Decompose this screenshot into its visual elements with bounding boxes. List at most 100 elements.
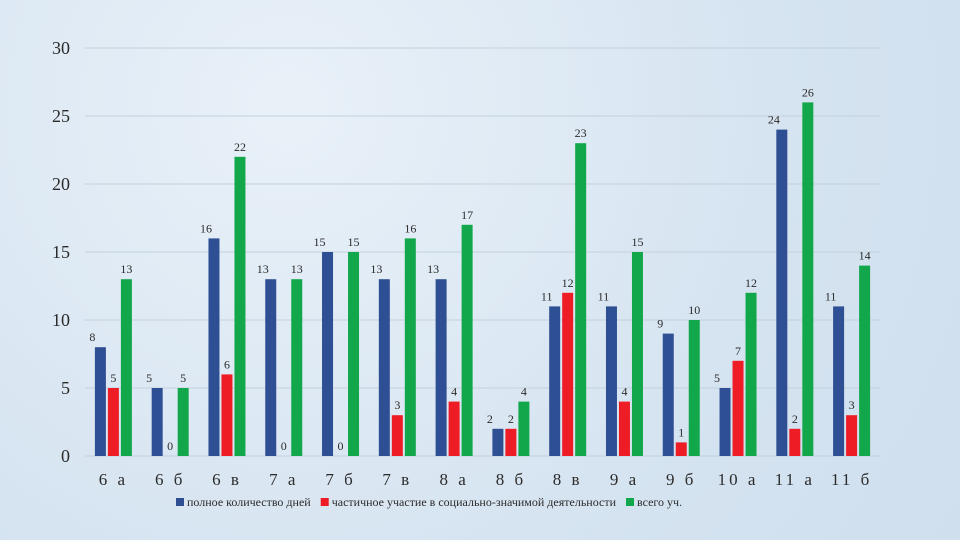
bar [745,292,757,456]
x-tick-label: 8 а [439,470,468,489]
x-axis-ticks: 6 а 6 б 6 в 7 а 7 б 7 в 8 а 8 б 8 в 9 а 9 б 10 а 11 … [99,470,872,489]
data-label: 14 [859,249,871,263]
data-label: 26 [802,85,814,99]
bar [575,143,587,456]
bar [221,374,233,456]
data-label: 7 [735,344,741,358]
data-label: 0 [281,439,287,453]
legend-swatch [320,498,329,506]
legend-label: полное количество дней [187,495,311,509]
legend-swatch [626,498,635,506]
bar [562,292,574,456]
data-label: 13 [120,262,132,276]
y-tick-label: 0 [61,446,70,466]
data-label: 11 [825,289,837,303]
bar [120,279,132,456]
legend-swatch [176,498,184,506]
bar [492,428,504,456]
data-label: 15 [314,235,326,249]
data-label: 2 [508,412,514,426]
bar [461,224,473,456]
bar [291,279,303,456]
data-label: 23 [575,126,587,140]
bar [618,401,630,456]
x-tick-label: 10 а [718,470,759,489]
bar [732,360,744,456]
data-label: 2 [487,412,493,426]
y-tick-label: 25 [52,106,70,126]
legend-label: всего уч. [637,495,682,509]
data-label: 13 [370,262,382,276]
data-label: 5 [180,371,186,385]
bar [322,252,334,456]
data-label: 22 [234,140,246,154]
data-label: 5 [110,371,116,385]
data-label: 3 [394,398,400,412]
x-tick-label: 11 а [775,470,815,489]
data-label: 0 [338,439,344,453]
bar [448,401,460,456]
bar [378,279,390,456]
y-axis-ticks: 0 5 10 15 20 25 30 [52,38,70,466]
y-tick-label: 5 [61,378,70,398]
bar [859,265,871,456]
data-label: 0 [167,439,173,453]
y-tick-label: 10 [52,310,70,330]
data-label: 3 [849,398,855,412]
bar [688,320,700,456]
data-label: 24 [768,113,780,127]
bar [631,252,643,456]
bar [348,252,360,456]
bar [177,388,189,456]
x-tick-label: 7 в [382,470,412,489]
x-tick-label: 8 в [553,470,583,489]
data-label: 4 [451,385,457,399]
y-tick-label: 15 [52,242,70,262]
bar [107,388,119,456]
data-label: 13 [291,262,303,276]
legend-label: частичное участие в социально-значимой д… [332,495,617,509]
bar [789,428,801,456]
data-label: 4 [621,385,627,399]
gridlines [85,47,880,457]
data-label: 15 [348,235,360,249]
bar [833,306,845,456]
bar [549,306,561,456]
bars [94,102,871,457]
y-tick-label: 30 [52,38,70,58]
bar [605,306,617,456]
data-label: 6 [224,357,230,371]
bar [802,102,814,457]
data-label: 12 [745,276,757,290]
legend: полное количество дней частичное участие … [176,495,682,509]
bar [846,415,858,456]
data-label: 9 [657,317,663,331]
data-label: 11 [541,289,553,303]
bar [518,401,530,456]
data-label: 13 [257,262,269,276]
x-tick-label: 7 а [269,470,298,489]
bar [719,388,731,456]
x-tick-label: 6 а [99,470,128,489]
bar [151,388,163,456]
y-tick-label: 20 [52,174,70,194]
x-tick-label: 9 а [610,470,639,489]
bar [505,428,517,456]
data-label: 13 [427,262,439,276]
x-tick-label: 6 б [155,470,185,489]
data-label: 16 [404,221,416,235]
bar [265,279,277,456]
bar [234,156,246,457]
data-label: 5 [146,371,152,385]
data-label: 5 [714,371,720,385]
data-label: 16 [200,221,212,235]
bar [404,238,416,456]
data-label: 11 [598,289,610,303]
x-tick-label: 8 б [496,470,526,489]
x-tick-label: 11 б [831,470,872,489]
data-label: 15 [631,235,643,249]
x-tick-label: 6 в [212,470,242,489]
bar [435,279,447,456]
